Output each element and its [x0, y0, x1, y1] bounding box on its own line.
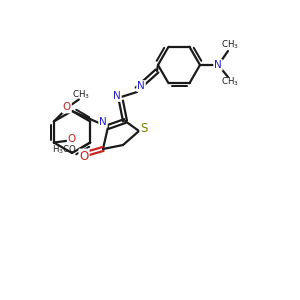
Text: CH$_3$: CH$_3$: [221, 76, 239, 88]
Text: O: O: [68, 134, 76, 145]
Text: N: N: [99, 117, 107, 127]
Text: CH$_3$: CH$_3$: [221, 39, 239, 51]
Text: CH$_3$: CH$_3$: [72, 88, 90, 101]
Text: O: O: [63, 103, 71, 112]
Text: O: O: [80, 149, 88, 163]
Text: S: S: [140, 122, 148, 134]
Text: H$_3$CO: H$_3$CO: [52, 143, 77, 156]
Text: N: N: [137, 81, 145, 91]
Text: N: N: [214, 60, 222, 70]
Text: N: N: [113, 91, 121, 101]
